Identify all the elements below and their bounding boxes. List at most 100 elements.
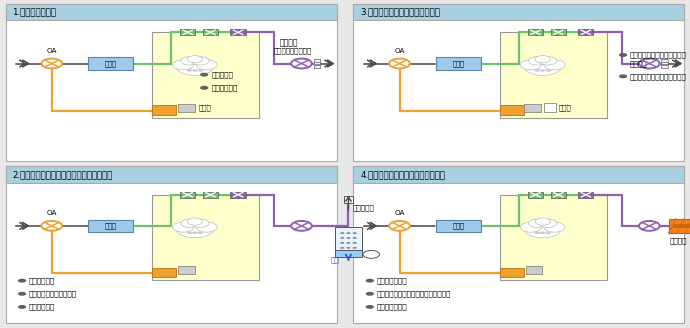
Circle shape	[540, 232, 545, 234]
FancyBboxPatch shape	[230, 29, 246, 35]
Circle shape	[18, 279, 26, 283]
Circle shape	[176, 57, 214, 75]
Text: ガスなど: ガスなど	[670, 238, 687, 244]
FancyBboxPatch shape	[353, 166, 684, 183]
FancyBboxPatch shape	[152, 105, 176, 115]
FancyBboxPatch shape	[152, 32, 259, 118]
FancyBboxPatch shape	[152, 195, 259, 280]
Text: 1.無処理大気放出: 1.無処理大気放出	[12, 8, 57, 17]
FancyBboxPatch shape	[152, 268, 176, 277]
Circle shape	[619, 53, 627, 57]
Circle shape	[534, 69, 540, 72]
Circle shape	[196, 222, 217, 232]
Circle shape	[187, 55, 203, 63]
FancyBboxPatch shape	[6, 166, 337, 183]
Circle shape	[200, 86, 208, 90]
Text: 環境に悪影響: 環境に悪影響	[211, 85, 237, 91]
Circle shape	[524, 220, 562, 238]
Circle shape	[619, 74, 627, 78]
FancyBboxPatch shape	[544, 103, 556, 113]
FancyBboxPatch shape	[436, 220, 481, 232]
Circle shape	[366, 305, 374, 309]
Circle shape	[366, 292, 374, 296]
Circle shape	[520, 222, 542, 232]
Circle shape	[639, 59, 660, 69]
Text: 2.スクラバーまたは吸着剤による排気処理: 2.スクラバーまたは吸着剤による排気処理	[12, 170, 112, 179]
FancyBboxPatch shape	[551, 29, 566, 35]
Circle shape	[198, 69, 203, 72]
Circle shape	[172, 222, 194, 232]
Text: （外気に直接放出）: （外気に直接放出）	[274, 47, 312, 54]
Circle shape	[346, 242, 351, 244]
FancyBboxPatch shape	[6, 4, 337, 161]
Circle shape	[198, 232, 203, 234]
Circle shape	[291, 221, 312, 231]
Text: OA: OA	[46, 48, 57, 54]
Circle shape	[18, 305, 26, 309]
Circle shape	[291, 59, 312, 69]
FancyBboxPatch shape	[500, 32, 607, 118]
Circle shape	[366, 279, 374, 283]
Circle shape	[520, 60, 542, 70]
FancyBboxPatch shape	[500, 195, 607, 280]
Text: OA: OA	[46, 210, 57, 216]
FancyBboxPatch shape	[524, 104, 541, 112]
Text: 除去が不完全: 除去が不完全	[29, 304, 55, 310]
Text: 空調機: 空調機	[104, 223, 117, 229]
Circle shape	[353, 237, 357, 239]
FancyBboxPatch shape	[353, 4, 684, 20]
Text: 排水: 排水	[331, 256, 339, 263]
FancyBboxPatch shape	[335, 227, 362, 251]
Circle shape	[544, 60, 565, 70]
FancyBboxPatch shape	[203, 192, 218, 198]
Text: 屋外設置スペースが必要: 屋外設置スペースが必要	[29, 291, 77, 297]
FancyBboxPatch shape	[335, 251, 362, 257]
FancyBboxPatch shape	[528, 29, 543, 35]
Text: 加熱設備が必要: 加熱設備が必要	[377, 277, 407, 284]
Text: 空調機: 空調機	[452, 60, 464, 67]
FancyBboxPatch shape	[6, 166, 337, 323]
Text: 中和物（ヘキサミン）が残り: 中和物（ヘキサミン）が残り	[630, 52, 687, 58]
Circle shape	[191, 219, 209, 227]
Circle shape	[41, 221, 62, 231]
Circle shape	[186, 232, 192, 234]
FancyBboxPatch shape	[500, 105, 524, 115]
Circle shape	[539, 219, 557, 227]
Circle shape	[535, 55, 551, 63]
FancyBboxPatch shape	[178, 266, 195, 274]
Circle shape	[181, 219, 199, 227]
Circle shape	[389, 221, 410, 231]
Circle shape	[353, 247, 357, 249]
FancyBboxPatch shape	[528, 192, 543, 198]
Text: 排水処理必要: 排水処理必要	[29, 277, 55, 284]
FancyBboxPatch shape	[180, 192, 195, 198]
Circle shape	[340, 247, 344, 249]
FancyBboxPatch shape	[500, 268, 524, 277]
Circle shape	[192, 69, 197, 72]
Text: 空調機: 空調機	[452, 223, 464, 229]
Circle shape	[546, 232, 551, 234]
Circle shape	[192, 232, 197, 234]
Text: 清掴必要: 清掴必要	[630, 60, 647, 67]
Circle shape	[346, 247, 351, 249]
FancyBboxPatch shape	[526, 266, 542, 274]
Circle shape	[346, 237, 351, 239]
Circle shape	[535, 218, 551, 225]
Circle shape	[346, 232, 351, 234]
Circle shape	[181, 57, 199, 65]
Circle shape	[340, 232, 344, 234]
Text: 中和機: 中和機	[559, 105, 571, 111]
Circle shape	[389, 59, 410, 69]
FancyBboxPatch shape	[578, 192, 593, 198]
Circle shape	[186, 69, 192, 72]
FancyBboxPatch shape	[313, 59, 320, 68]
Circle shape	[534, 232, 540, 234]
Circle shape	[191, 57, 209, 65]
Circle shape	[529, 219, 546, 227]
Text: 有毒ガス: 有毒ガス	[279, 39, 298, 48]
FancyBboxPatch shape	[436, 57, 481, 70]
Circle shape	[539, 57, 557, 65]
Text: 規制値違反: 規制値違反	[211, 72, 233, 78]
FancyBboxPatch shape	[180, 29, 195, 35]
Text: OA: OA	[394, 210, 405, 216]
